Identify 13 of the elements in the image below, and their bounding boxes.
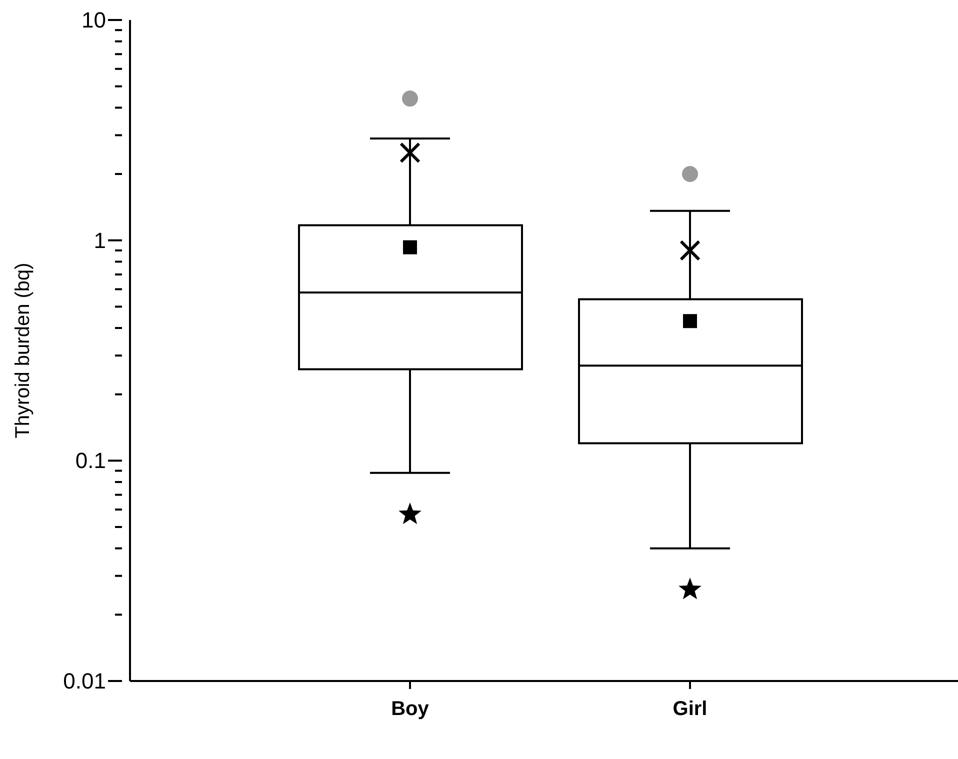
y-tick-label: 0.1 xyxy=(75,448,106,474)
point xyxy=(680,240,700,261)
point xyxy=(398,502,422,524)
y-axis-title: Thyroid burden (bq) xyxy=(12,262,34,438)
x-tick-label: Boy xyxy=(391,698,430,720)
point xyxy=(400,142,420,164)
x-tick-label: Girl xyxy=(672,698,708,720)
point xyxy=(402,90,418,107)
y-tick-label: 0.01 xyxy=(63,668,106,694)
y-tick-label: 10 xyxy=(82,8,106,32)
point xyxy=(682,166,698,182)
point xyxy=(678,578,702,600)
y-tick-label: 1 xyxy=(94,228,106,253)
